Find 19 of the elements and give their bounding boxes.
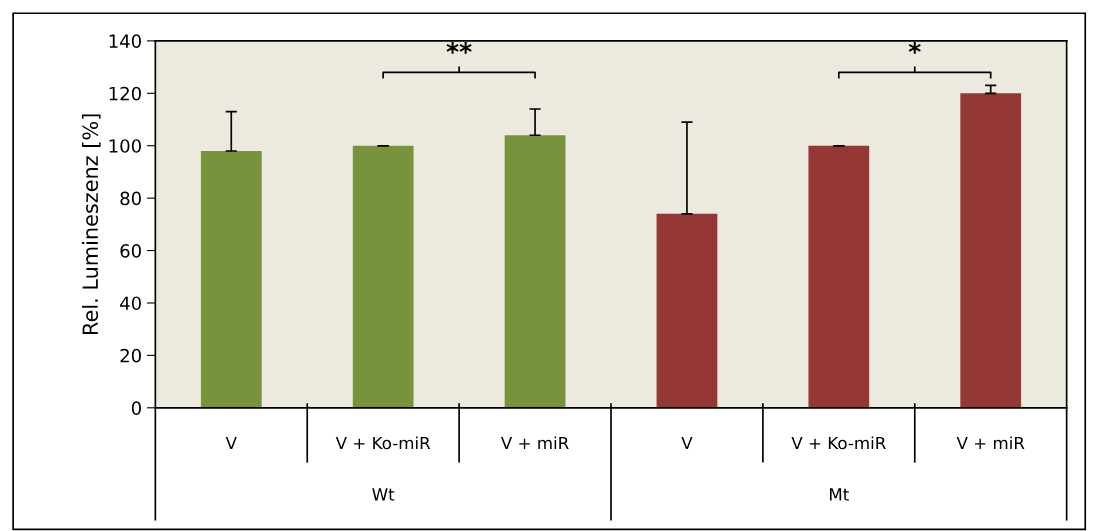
y-tick-label: 0 [131,401,141,415]
y-tick-label: 60 [120,244,141,258]
y-tick-label: 20 [120,348,141,363]
x-tick-label: V + Ko-miR [335,436,431,450]
text: Wt [372,488,395,501]
y-tick-label: 100 [109,139,141,153]
x-tick-label: V + Ko-miR [791,436,886,450]
x-tick-label: V + miR [500,436,569,450]
annotation: * [908,42,921,54]
text: Mt [830,488,849,501]
annotation: ** [446,42,472,54]
y-tick-label: 120 [109,86,141,101]
x-tick-label: V [225,436,237,450]
y-axis-title: Rel. Lumineszenz [%] [81,114,101,334]
x-tick-label: V + miR [956,436,1025,450]
y-tick-label: 40 [120,296,141,311]
x-tick-label: V [681,436,693,450]
y-tick-label: 140 [109,34,141,48]
y-tick-label: 80 [120,191,141,206]
